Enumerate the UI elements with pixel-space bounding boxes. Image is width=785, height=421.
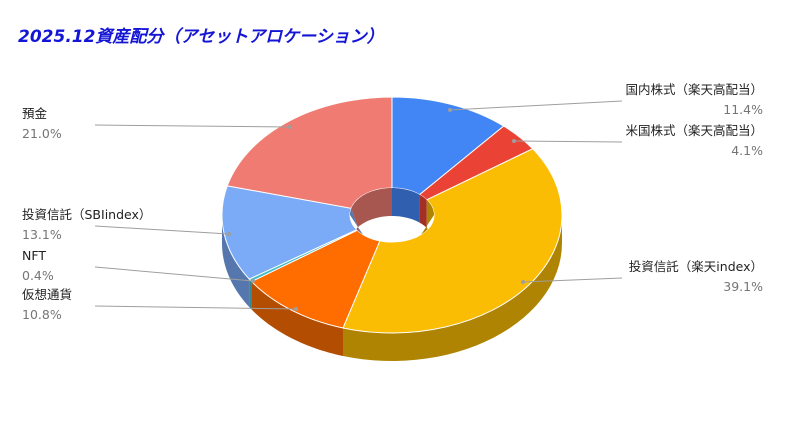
slice-label: NFT xyxy=(22,248,46,263)
slice-value-label: 11.4% xyxy=(723,102,763,117)
slice-tops xyxy=(221,96,563,334)
slice-label: 預金 xyxy=(22,106,48,121)
slice-value-label: 10.8% xyxy=(22,307,62,322)
donut-hole xyxy=(350,188,434,242)
slice-label: 投資信託（楽天index） xyxy=(629,259,763,274)
slice-label: 投資信託（SBIindex） xyxy=(22,207,151,222)
leader-line xyxy=(449,100,623,111)
leader-dot xyxy=(521,280,525,284)
slice-value-label: 0.4% xyxy=(22,268,54,283)
slice-value-label: 13.1% xyxy=(22,227,62,242)
slice-sides xyxy=(222,215,562,361)
slice-value-label: 4.1% xyxy=(731,143,763,158)
slice-label: 米国株式（楽天高配当） xyxy=(625,123,763,138)
leader-dot xyxy=(227,232,231,236)
hole-wall xyxy=(392,188,420,223)
hole-wall xyxy=(351,188,392,233)
hole-wall xyxy=(421,199,434,235)
leader-dot xyxy=(512,139,516,143)
leader-dot xyxy=(251,279,255,283)
leader-line xyxy=(522,277,623,283)
leader-line xyxy=(513,140,623,143)
slice-value-label: 39.1% xyxy=(723,279,763,294)
leader-line xyxy=(94,225,230,235)
slice-value-label: 21.0% xyxy=(22,126,62,141)
chart-title: 2025.12資産配分（アセットアロケーション） xyxy=(18,27,384,47)
slice-label: 国内株式（楽天高配当） xyxy=(625,82,763,97)
leader-dot xyxy=(288,125,292,129)
slice-side xyxy=(251,281,343,356)
leader-line xyxy=(94,266,254,282)
slice-side xyxy=(342,215,562,361)
leader-line xyxy=(94,305,297,310)
slice-labels: 国内株式（楽天高配当） 11.4% 米国株式（楽天高配当） 4.1% 投資信託（楽天in… xyxy=(22,82,763,322)
leader-dot xyxy=(294,307,298,311)
hole-wall xyxy=(350,208,363,235)
slice-side xyxy=(222,215,250,308)
hole-wall xyxy=(419,194,427,228)
slice-side xyxy=(249,279,252,310)
leader-dot xyxy=(448,108,452,112)
leader-line xyxy=(94,124,291,128)
leader-lines xyxy=(94,100,623,311)
slice-label: 仮想通貨 xyxy=(22,287,72,302)
